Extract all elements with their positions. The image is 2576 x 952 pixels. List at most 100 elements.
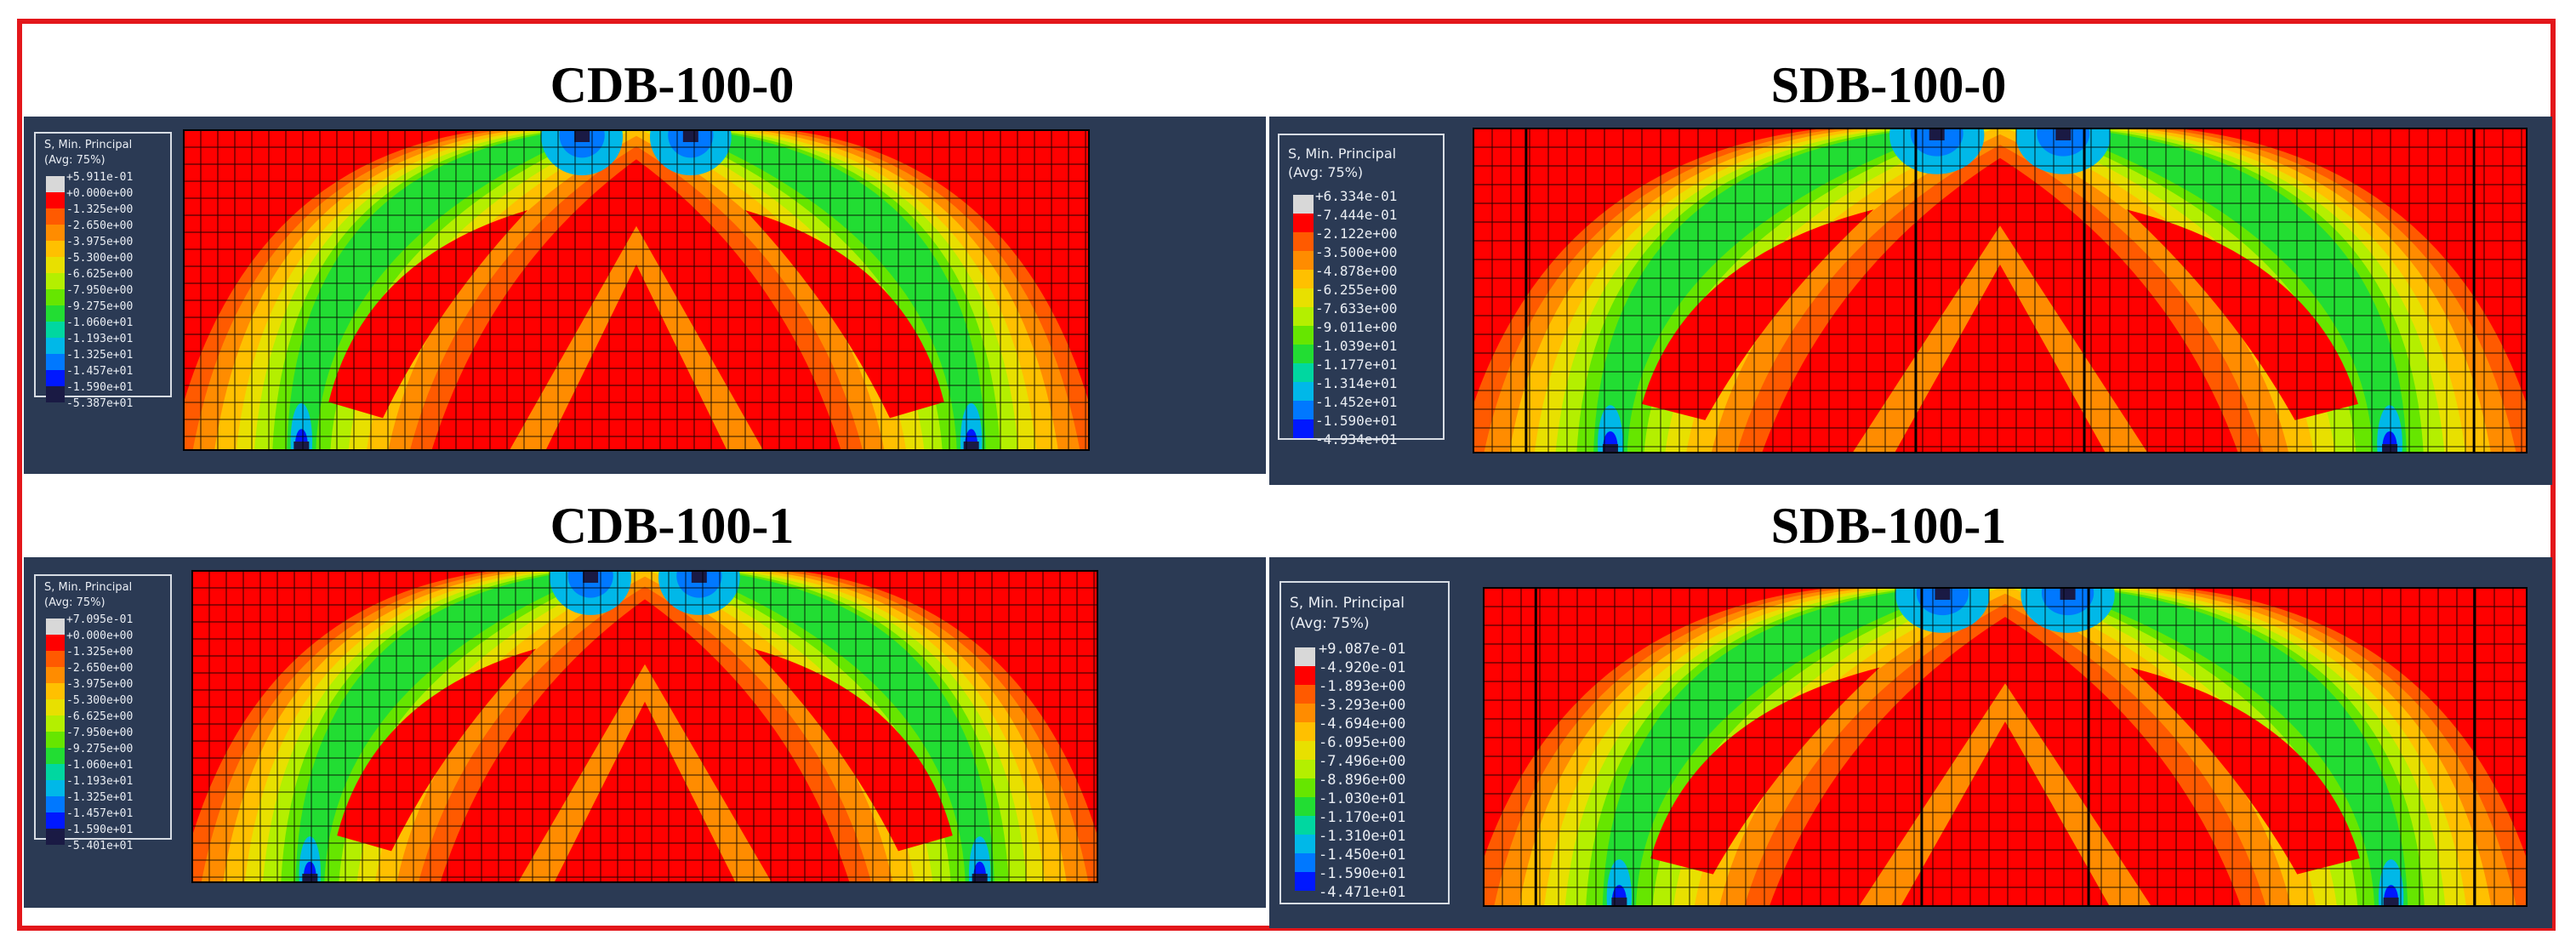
legend-value: -7.444e-01 bbox=[1315, 207, 1398, 223]
stress-contour-band bbox=[1859, 683, 2151, 906]
stress-contour-band bbox=[1905, 242, 2095, 453]
legend-value: -4.694e+00 bbox=[1319, 715, 1406, 733]
legend-title: S, Min. Principal bbox=[44, 581, 133, 594]
legend-value: -5.300e+00 bbox=[66, 694, 134, 707]
beam-contour-plot bbox=[183, 129, 1090, 451]
legend-color-swatch bbox=[46, 241, 65, 257]
contour-panel-sdb-100-0: S, Min. Principal (Avg: 75%) +6.334e-01 -… bbox=[1269, 117, 2552, 485]
legend-value: +9.087e-01 bbox=[1319, 641, 1406, 658]
title-cdb-100-0: CDB-100-0 bbox=[550, 57, 795, 113]
legend-value: -1.325e+00 bbox=[66, 646, 134, 658]
legend-color-swatch bbox=[46, 635, 65, 651]
title-cdb-100-1: CDB-100-1 bbox=[550, 498, 795, 554]
legend-value: -1.170e+01 bbox=[1319, 809, 1406, 826]
figure-border bbox=[17, 19, 2556, 931]
legend-value: -1.457e+01 bbox=[66, 365, 134, 378]
legend-value: +6.334e-01 bbox=[1315, 188, 1398, 204]
legend-value: -3.975e+00 bbox=[66, 236, 134, 248]
legend-color-swatch bbox=[1293, 288, 1314, 307]
legend-value: -6.625e+00 bbox=[66, 710, 134, 723]
legend-color-swatch bbox=[46, 812, 65, 829]
legend-value: -4.920e-01 bbox=[1319, 659, 1406, 676]
stress-contour-band bbox=[518, 664, 772, 882]
stress-contour-band bbox=[1852, 225, 2148, 453]
legend-color-swatch bbox=[46, 192, 65, 208]
legend-value: -1.060e+01 bbox=[66, 316, 134, 329]
legend-color-swatch bbox=[46, 305, 65, 322]
legend-value: -4.878e+00 bbox=[1315, 263, 1398, 279]
loading-plate bbox=[2060, 588, 2076, 600]
legend-color-swatch bbox=[46, 370, 65, 386]
beam-contour-plot bbox=[191, 570, 1098, 883]
legend-color-swatch bbox=[1295, 760, 1315, 778]
stress-contour-band bbox=[753, 648, 953, 852]
stress-concentration bbox=[559, 130, 605, 158]
support-plate bbox=[963, 442, 979, 450]
legend-color-swatch bbox=[1295, 647, 1315, 666]
legend-value: +7.095e-01 bbox=[66, 613, 134, 626]
legend-value: -8.896e+00 bbox=[1319, 772, 1406, 789]
loading-plate bbox=[2055, 128, 2072, 140]
stress-contour-band bbox=[1642, 209, 1874, 420]
legend-title: S, Min. Principal bbox=[1290, 595, 1405, 612]
beam-outline bbox=[191, 570, 1098, 883]
legend-value: -1.325e+01 bbox=[66, 349, 134, 362]
legend-color-swatch bbox=[46, 699, 65, 715]
legend-value: -5.300e+00 bbox=[66, 252, 134, 265]
legend-color-swatch bbox=[46, 338, 65, 354]
support-plate bbox=[1602, 444, 1618, 453]
loading-plate bbox=[1935, 588, 1951, 600]
legend-color-swatch bbox=[46, 651, 65, 667]
legend-value: -1.590e+01 bbox=[1319, 865, 1406, 882]
stress-contour-band bbox=[680, 130, 986, 450]
stress-contour-band bbox=[688, 571, 994, 882]
beam-outline bbox=[183, 129, 1090, 451]
legend-color-swatch bbox=[46, 732, 65, 748]
legend-color-swatch bbox=[1295, 778, 1315, 797]
stress-contour-band bbox=[2050, 128, 2407, 453]
support-plate bbox=[2382, 444, 2398, 453]
legend-value: -6.255e+00 bbox=[1315, 282, 1398, 298]
stress-contour-band bbox=[1602, 588, 1956, 906]
legend-color-swatch bbox=[1293, 401, 1314, 419]
contour-panel-cdb-100-0: S, Min. Principal (Avg: 75%) +5.911e-01 +… bbox=[24, 117, 1266, 474]
stress-contour-band bbox=[744, 210, 944, 419]
legend-color-swatch bbox=[1293, 326, 1314, 345]
legend-color-swatch bbox=[1293, 307, 1314, 326]
legend-value: -1.039e+01 bbox=[1315, 338, 1398, 354]
legend-value: -3.293e+00 bbox=[1319, 697, 1406, 714]
legend-color-swatch bbox=[46, 683, 65, 699]
stress-contour-band bbox=[510, 225, 763, 450]
stress-concentration bbox=[1916, 588, 1969, 616]
stress-concentration bbox=[668, 130, 714, 158]
legend-value: -1.325e+00 bbox=[66, 203, 134, 216]
legend-color-swatch bbox=[46, 715, 65, 732]
contour-legend: S, Min. Principal (Avg: 75%) +7.095e-01 +… bbox=[34, 574, 172, 852]
legend-value: -6.625e+00 bbox=[66, 268, 134, 281]
legend-color-swatch bbox=[1293, 345, 1314, 363]
beam-contour-plot bbox=[1483, 587, 2528, 907]
stress-contour-band bbox=[328, 210, 528, 419]
stress-concentration bbox=[567, 571, 613, 598]
legend-color-swatch bbox=[1293, 270, 1314, 288]
legend-color-swatch bbox=[1295, 741, 1315, 760]
stress-contour-band bbox=[337, 648, 537, 852]
legend-value: -5.401e+01 bbox=[66, 840, 134, 852]
legend-color-swatch bbox=[46, 354, 65, 370]
legend-color-swatch bbox=[1295, 722, 1315, 741]
legend-color-swatch bbox=[46, 386, 65, 402]
legend-value: -9.011e+00 bbox=[1315, 319, 1398, 335]
title-sdb-100-0: SDB-100-0 bbox=[1770, 57, 2007, 113]
legend-value: -4.934e+01 bbox=[1315, 431, 1398, 447]
contour-panel-sdb-100-1: S, Min. Principal (Avg: 75%) +9.087e-01-… bbox=[1269, 557, 2552, 928]
loading-plate bbox=[583, 571, 599, 583]
fe-mesh bbox=[1473, 128, 2527, 453]
legend-value: -3.500e+00 bbox=[1315, 244, 1398, 260]
contour-legend: S, Min. Principal (Avg: 75%) +6.334e-01 -… bbox=[1278, 134, 1445, 447]
legend-value: -1.314e+01 bbox=[1315, 375, 1398, 391]
legend-color-swatch bbox=[46, 176, 65, 192]
legend-value: -9.275e+00 bbox=[66, 743, 134, 755]
legend-color-swatch bbox=[1295, 816, 1315, 835]
legend-value: +5.911e-01 bbox=[66, 171, 134, 184]
legend-color-swatch bbox=[46, 667, 65, 683]
